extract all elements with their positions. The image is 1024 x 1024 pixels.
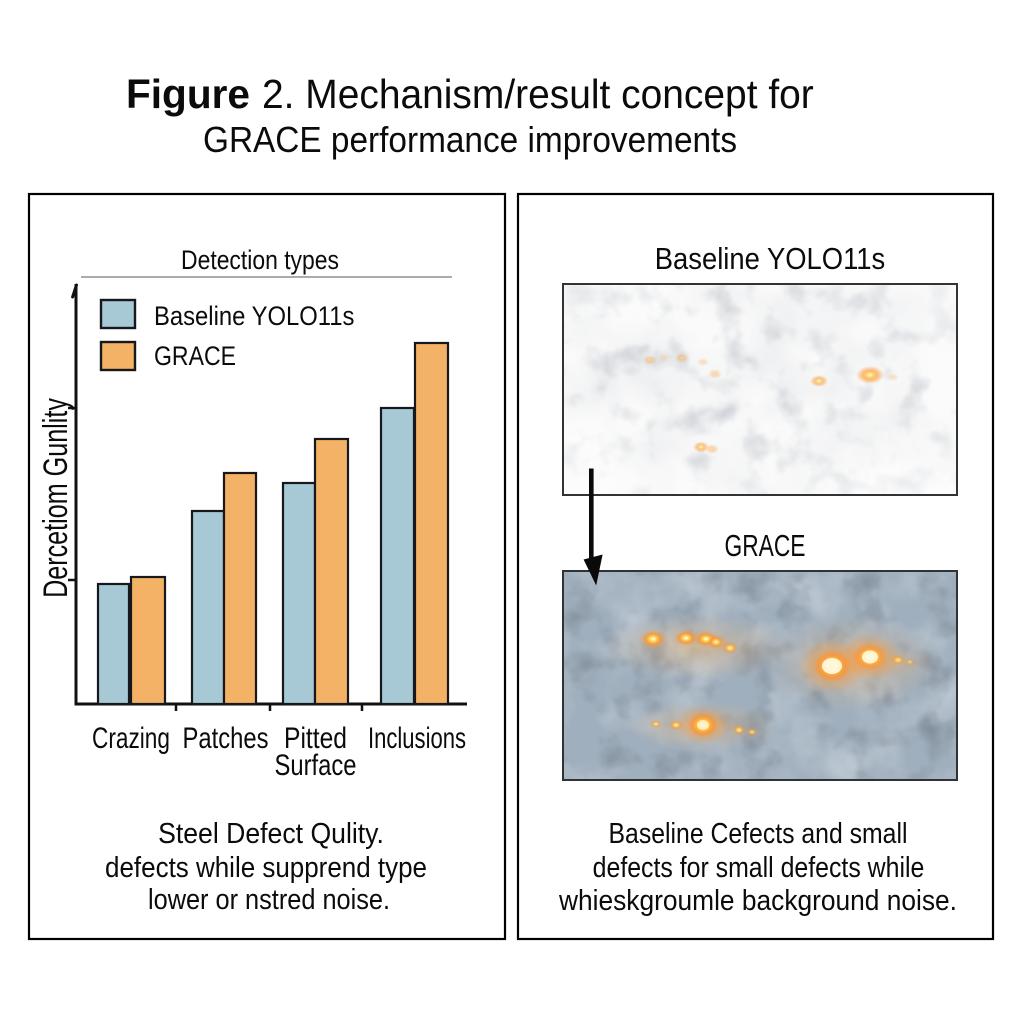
svg-text:Surface: Surface (275, 747, 357, 781)
svg-text:Figure: Figure (126, 71, 250, 117)
svg-text:2. Mechanism/result concept fo: 2. Mechanism/result concept for (262, 72, 814, 117)
svg-text:GRACE: GRACE (725, 528, 806, 563)
svg-text:defects while supprend type: defects while supprend type (105, 851, 427, 884)
svg-text:Steel Defect Qulity.: Steel Defect Qulity. (158, 817, 384, 849)
svg-text:GRACE performance improvements: GRACE performance improvements (203, 121, 737, 160)
svg-text:Dercetiom Gunlity: Dercetiom Gunlity (37, 398, 75, 598)
svg-text:Patches: Patches (183, 720, 269, 754)
svg-text:defects for small defects whil: defects for small defects while (593, 851, 925, 883)
svg-text:GRACE: GRACE (154, 341, 236, 371)
svg-text:Crazing: Crazing (92, 721, 170, 755)
svg-text:Baseline YOLO11s: Baseline YOLO11s (154, 302, 354, 332)
svg-text:lower or nstred noise.: lower or nstred noise. (148, 882, 390, 915)
svg-text:Baseline YOLO11s: Baseline YOLO11s (655, 243, 885, 277)
svg-text:Baseline Cefects and small: Baseline Cefects and small (609, 817, 908, 849)
svg-text:Inclusions: Inclusions (368, 721, 466, 755)
svg-text:whieskgroumle background noise: whieskgroumle background noise. (558, 884, 957, 916)
svg-text:Detection types: Detection types (181, 245, 339, 275)
svg-text:Pitted: Pitted (284, 721, 347, 755)
